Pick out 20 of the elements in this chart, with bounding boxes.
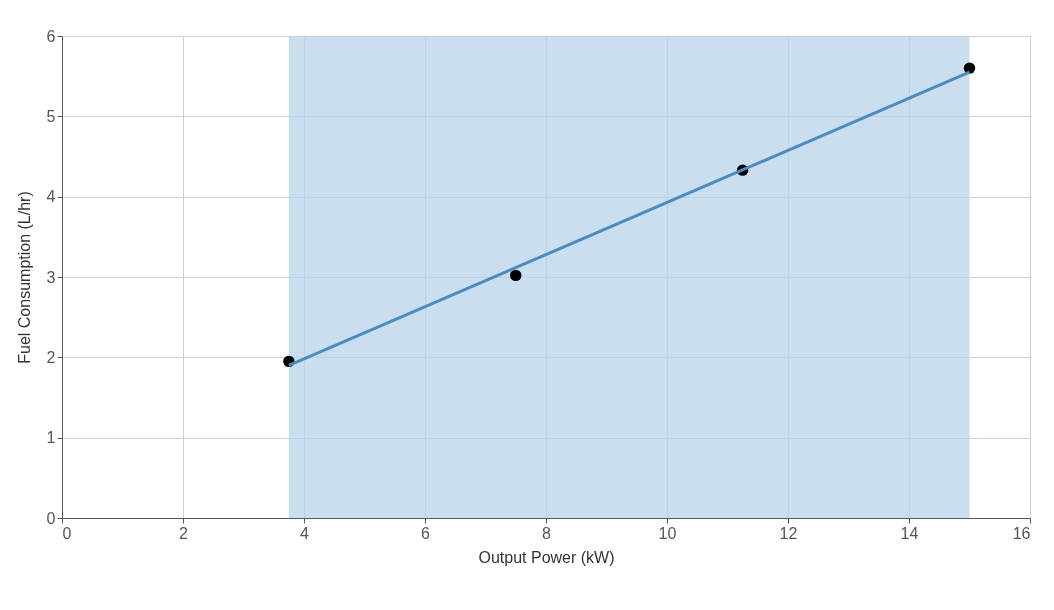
- y-tick-label: 0: [46, 509, 56, 527]
- y-tick-label: 1: [46, 429, 56, 447]
- point: [510, 269, 522, 282]
- x-tick-label: 6: [421, 524, 431, 542]
- x-axis-title: Output Power (kW): [478, 548, 615, 566]
- x-tick-label: 8: [542, 524, 552, 542]
- x-tick-label: 10: [658, 524, 677, 542]
- x-tick-label: 0: [62, 524, 72, 542]
- y-tick-label: 3: [46, 268, 56, 286]
- point: [963, 62, 976, 74]
- y-tick-label: 6: [46, 27, 56, 45]
- x-tick-label: 14: [900, 524, 919, 542]
- x-tick-label: 12: [779, 524, 798, 542]
- x-tick-label: 2: [179, 524, 189, 542]
- x-tick-label: 4: [300, 524, 310, 542]
- x-tick-label: 16: [1012, 524, 1031, 542]
- y-axis-title: Fuel Consumption (L/hr): [15, 191, 33, 364]
- y-tick-label: 5: [46, 107, 56, 125]
- y-tick-label: 2: [46, 348, 56, 366]
- y-tick-label: 4: [46, 188, 56, 206]
